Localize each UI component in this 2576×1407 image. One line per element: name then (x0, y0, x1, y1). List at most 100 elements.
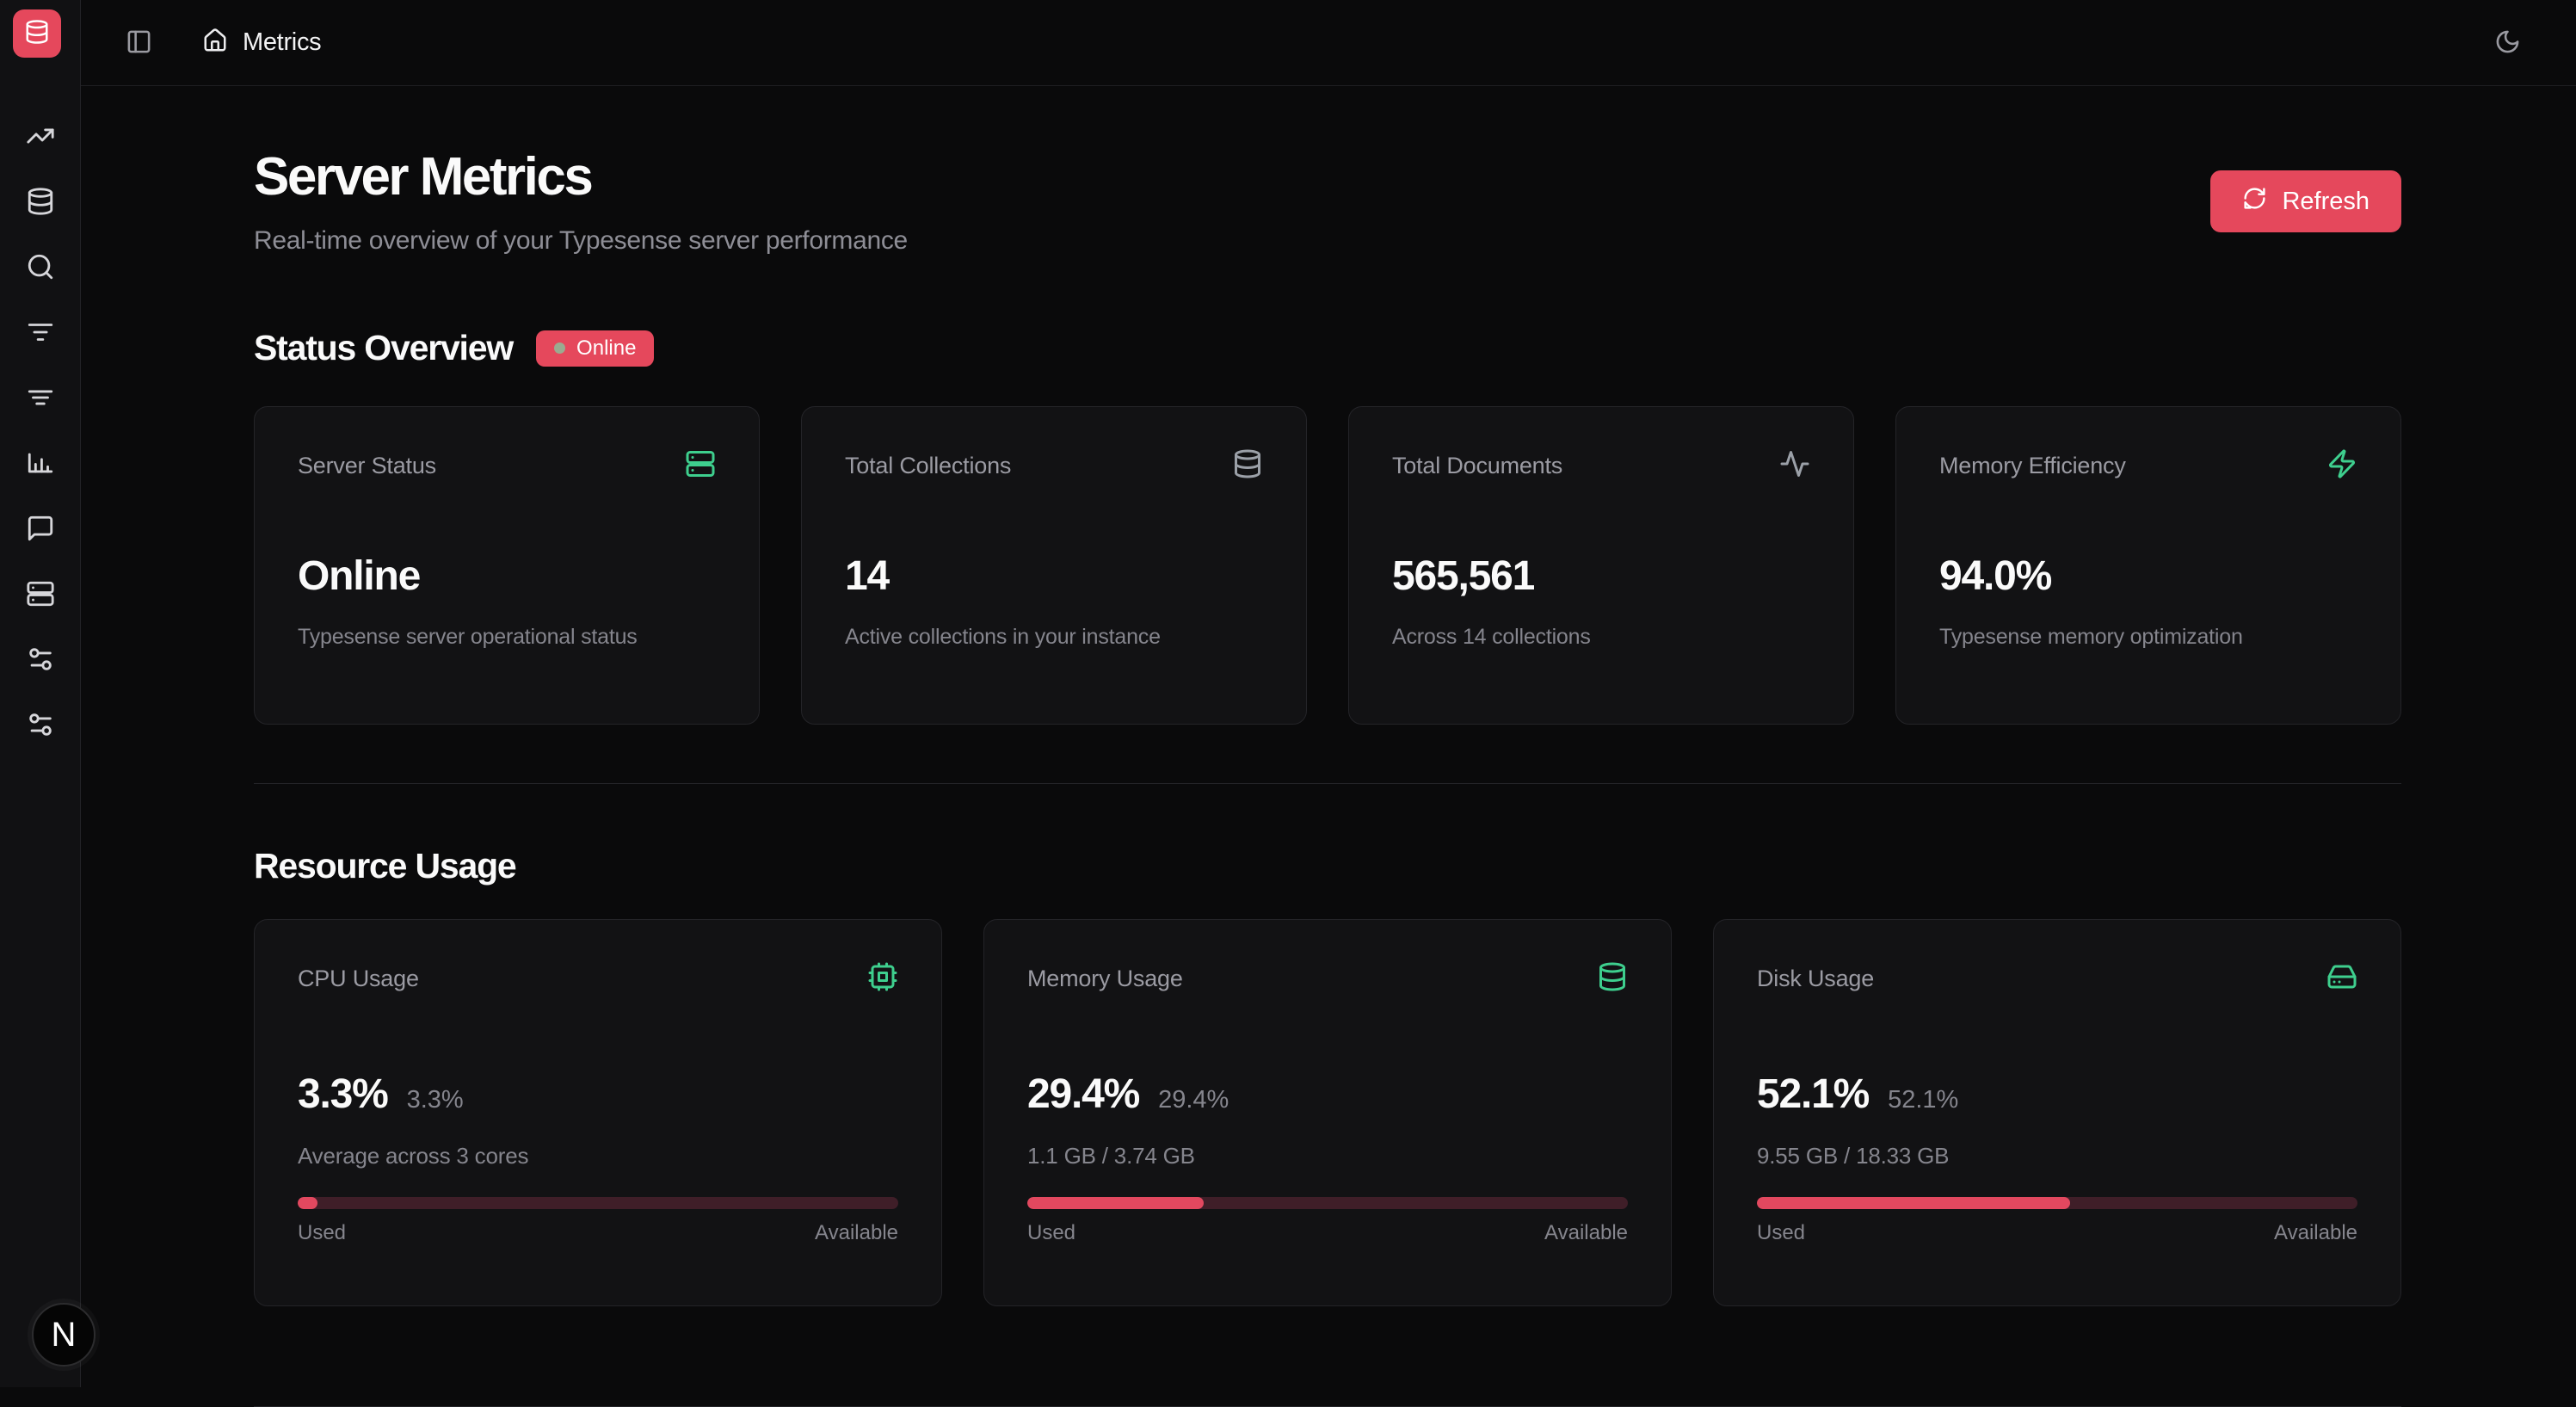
server-icon (685, 448, 716, 484)
memory-progress-bar (1027, 1197, 1628, 1209)
card-value: 94.0% (1939, 556, 2357, 597)
database-logo-icon (24, 19, 50, 49)
total-collections-card: Total Collections 14 Active collections … (801, 406, 1307, 725)
card-value: 14 (845, 556, 1263, 597)
activity-icon (1779, 448, 1810, 484)
usage-description: 9.55 GB / 18.33 GB (1757, 1143, 2357, 1169)
online-dot-icon (554, 342, 565, 354)
server-status-card: Server Status Online Typesense server op… (254, 406, 760, 725)
resource-cards-grid: CPU Usage 3.3% 3.3% Average across 3 cor… (254, 919, 2401, 1306)
memory-usage-card: Memory Usage 29.4% 29.4% 1.1 GB / 3.74 G… (983, 919, 1672, 1306)
sidebar-toggle-button[interactable] (126, 28, 152, 58)
topbar: Metrics (81, 0, 2576, 86)
moon-icon (2494, 28, 2521, 58)
zap-icon (2326, 448, 2357, 484)
total-documents-card: Total Documents 565,561 Across 14 collec… (1348, 406, 1854, 725)
cpu-progress-fill (298, 1197, 317, 1209)
sidebar-item-analytics[interactable] (26, 450, 55, 479)
message-square-icon (26, 514, 55, 547)
panel-left-icon (126, 28, 152, 58)
sidebar-item-settings[interactable] (26, 712, 55, 741)
sliders-icon (26, 645, 55, 678)
used-label: Used (298, 1221, 346, 1245)
app-logo[interactable] (13, 9, 61, 58)
database-icon (1597, 961, 1628, 997)
sidebar-item-api-keys[interactable] (26, 646, 55, 676)
sidebar-item-conversations[interactable] (26, 515, 55, 545)
main-content: Server Metrics Real-time overview of you… (81, 86, 2576, 1387)
online-status-badge: Online (536, 330, 654, 367)
online-badge-label: Online (576, 336, 636, 361)
sidebar-item-metrics[interactable] (26, 123, 55, 152)
disk-progress-fill (1757, 1197, 2070, 1209)
usage-percent-secondary: 29.4% (1158, 1086, 1229, 1114)
breadcrumb: Metrics (202, 28, 321, 58)
theme-toggle-button[interactable] (2494, 28, 2521, 58)
page-subtitle: Real-time overview of your Typesense ser… (254, 226, 908, 256)
disk-usage-card: Disk Usage 52.1% 52.1% 9.55 GB / 18.33 G… (1713, 919, 2401, 1306)
database-icon (1232, 448, 1263, 484)
sidebar-item-collections[interactable] (26, 188, 55, 218)
refresh-button[interactable]: Refresh (2210, 170, 2401, 232)
database-icon (26, 187, 55, 220)
card-description: Across 14 collections (1392, 625, 1810, 650)
sidebar-item-server[interactable] (26, 581, 55, 610)
sidebar-item-search[interactable] (26, 254, 55, 283)
filter-lines-icon (26, 318, 55, 351)
card-title: Total Documents (1392, 453, 1562, 479)
filter-lines-alt-icon (26, 383, 55, 417)
page-header: Server Metrics Real-time overview of you… (254, 146, 2401, 256)
card-title: Memory Efficiency (1939, 453, 2126, 479)
section-divider (254, 783, 2401, 784)
hard-drive-icon (2326, 961, 2357, 997)
page-title: Server Metrics (254, 146, 908, 207)
usage-description: Average across 3 cores (298, 1143, 898, 1169)
card-description: Typesense server operational status (298, 625, 716, 650)
bar-chart-icon (26, 448, 55, 482)
search-icon (26, 252, 55, 286)
usage-percent: 52.1% (1757, 1074, 1869, 1115)
status-cards-grid: Server Status Online Typesense server op… (254, 406, 2401, 725)
breadcrumb-title: Metrics (243, 28, 321, 57)
card-title: CPU Usage (298, 966, 419, 992)
card-title: Server Status (298, 453, 436, 479)
used-label: Used (1757, 1221, 1805, 1245)
server-icon (26, 579, 55, 613)
card-value: Online (298, 556, 716, 597)
sidebar-item-filter-alt[interactable] (26, 385, 55, 414)
memory-efficiency-card: Memory Efficiency 94.0% Typesense memory… (1895, 406, 2401, 725)
cpu-progress-bar (298, 1197, 898, 1209)
usage-percent-secondary: 52.1% (1888, 1086, 1958, 1114)
sidebar-nav (0, 123, 80, 741)
sidebar (0, 0, 81, 1387)
card-title: Disk Usage (1757, 966, 1874, 992)
card-description: Active collections in your instance (845, 625, 1263, 650)
available-label: Available (1544, 1221, 1628, 1245)
memory-progress-fill (1027, 1197, 1204, 1209)
home-icon (202, 28, 228, 58)
available-label: Available (815, 1221, 898, 1245)
disk-progress-bar (1757, 1197, 2357, 1209)
cpu-usage-card: CPU Usage 3.3% 3.3% Average across 3 cor… (254, 919, 942, 1306)
status-overview-heading: Status Overview (254, 328, 513, 368)
status-overview-header: Status Overview Online (254, 328, 2401, 368)
cpu-icon (867, 961, 898, 997)
refresh-icon (2242, 186, 2267, 218)
refresh-button-label: Refresh (2282, 188, 2370, 216)
sidebar-item-filter[interactable] (26, 319, 55, 349)
usage-percent: 29.4% (1027, 1074, 1139, 1115)
usage-description: 1.1 GB / 3.74 GB (1027, 1143, 1628, 1169)
card-title: Total Collections (845, 453, 1011, 479)
card-title: Memory Usage (1027, 966, 1183, 992)
sliders-alt-icon (26, 710, 55, 744)
usage-percent-secondary: 3.3% (407, 1086, 464, 1114)
used-label: Used (1027, 1221, 1075, 1245)
nextjs-dev-badge[interactable]: N (32, 1303, 96, 1367)
card-description: Typesense memory optimization (1939, 625, 2357, 650)
available-label: Available (2274, 1221, 2357, 1245)
card-value: 565,561 (1392, 556, 1810, 597)
resource-usage-header: Resource Usage (254, 846, 2401, 886)
resource-usage-heading: Resource Usage (254, 846, 516, 886)
trending-up-icon (26, 121, 55, 155)
usage-percent: 3.3% (298, 1074, 388, 1115)
